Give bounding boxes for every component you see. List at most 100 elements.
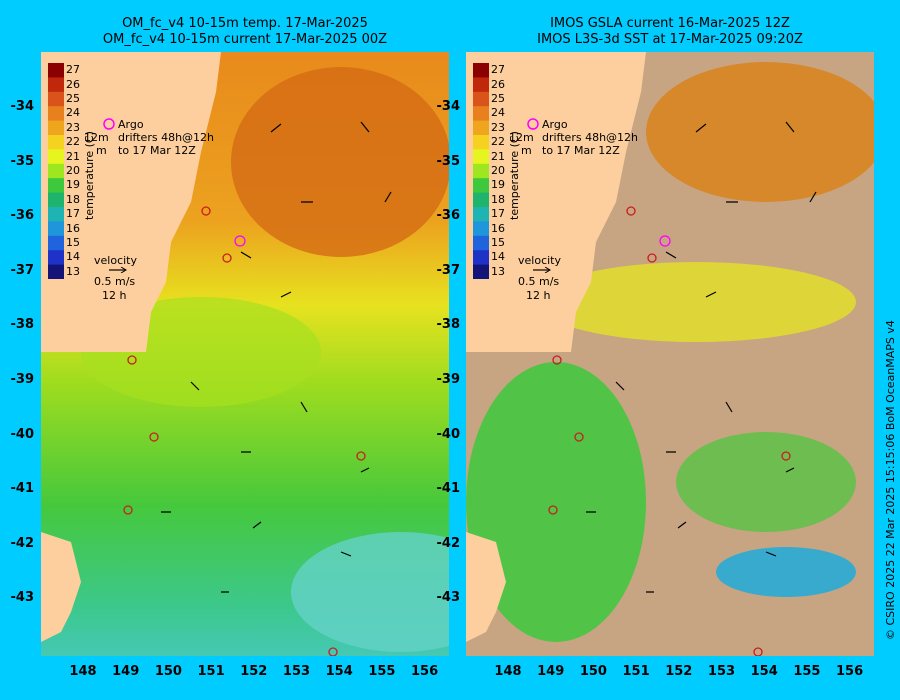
left-legend-duration: 12 h [102, 289, 127, 302]
colorbar-tick-label: 13 [491, 264, 505, 278]
colorbar-swatch [48, 63, 64, 78]
right-land-tasmania [466, 532, 506, 642]
colorbar-tick-label: 17 [491, 207, 505, 221]
right-cool-patch [716, 547, 856, 597]
right-legend-drifters: drifters 48h@12h [542, 131, 639, 144]
colorbar-swatch [48, 207, 64, 222]
left-title-line2: OM_fc_v4 10-15m current 17-Mar-2025 00Z [102, 32, 388, 47]
colorbar-swatch [48, 106, 64, 122]
right-land-mainland [466, 52, 646, 352]
left-colorbar-label: temperature (C) [83, 131, 96, 220]
left-legend-argo-icon [103, 118, 115, 130]
x-tick-label: 152 [240, 664, 268, 679]
colorbar-swatch [48, 221, 64, 237]
colorbar-swatch [473, 207, 489, 222]
left-cool-patch [291, 532, 449, 652]
left-land-mainland [41, 52, 221, 352]
colorbar-tick-label: 17 [66, 207, 80, 221]
right-legend-speed: 0.5 m/s [518, 275, 560, 288]
colorbar-swatch [48, 149, 64, 165]
y-tick-label: -41 [436, 481, 461, 497]
colorbar-tick-label: 22 [66, 135, 80, 149]
y-tick-label: -39 [10, 372, 35, 387]
left-warm-eddy [231, 67, 449, 257]
colorbar-tick-label: 23 [66, 120, 80, 134]
y-tick-label: -38 [10, 317, 35, 333]
colorbar-swatch [48, 135, 64, 150]
x-tick-label: 153 [282, 664, 311, 679]
colorbar-tick-label: 25 [491, 92, 505, 105]
y-tick-label: -40 [10, 426, 35, 442]
colorbar-swatch [473, 264, 489, 279]
colorbar-swatch [48, 250, 64, 266]
colorbar-tick-label: 19 [491, 178, 505, 192]
colorbar-swatch [473, 106, 489, 122]
right-legend-to-date: to 17 Mar 12Z [542, 144, 620, 157]
y-tick-label: -35 [10, 153, 35, 169]
colorbar-swatch [48, 163, 64, 179]
colorbar-tick-label: 19 [66, 178, 80, 192]
right-colorbar-label: temperature (C) [508, 131, 521, 220]
colorbar-swatch [473, 192, 489, 208]
right-legend-argo: Argo [542, 118, 568, 131]
right-title-line2: IMOS L3S-3d SST at 17-Mar-2025 09:20Z [537, 32, 803, 47]
colorbar-swatch [48, 178, 64, 194]
y-tick-label: -42 [436, 535, 461, 551]
colorbar-tick-label: 24 [66, 106, 80, 120]
left-current-arrows [161, 121, 392, 593]
y-tick-label: -36 [436, 208, 461, 224]
colorbar-tick-label: 14 [491, 250, 505, 264]
y-tick-label: -37 [436, 262, 461, 278]
colorbar-swatch [473, 235, 489, 251]
x-tick-label: 149 [537, 664, 565, 679]
x-tick-label: 148 [494, 664, 522, 679]
y-tick-label: -36 [10, 208, 35, 224]
left-land-tasmania [41, 532, 81, 642]
right-warm-eddy [646, 62, 874, 202]
left-argo-markers [123, 206, 366, 656]
right-legend-depth: 12m [509, 131, 534, 144]
right-yellow-band [536, 262, 856, 342]
colorbar-tick-label: 22 [491, 135, 505, 149]
y-tick-label: -38 [436, 317, 461, 333]
colorbar-tick-label: 14 [66, 250, 80, 264]
colorbar-swatch [473, 135, 489, 150]
left-panel-title: OM_fc_v4 10-15m temp. 17-Mar-2025 OM_fc_… [35, 16, 455, 48]
right-map [466, 52, 874, 656]
y-tick-label: -37 [10, 262, 35, 278]
colorbar-tick-label: 18 [491, 192, 505, 206]
right-colorbar [473, 63, 489, 279]
x-tick-label: 156 [411, 664, 439, 679]
colorbar-tick-label: 21 [491, 149, 505, 163]
left-legend-depth: 12m [84, 131, 109, 144]
colorbar-swatch [473, 149, 489, 165]
left-legend-speed: 0.5 m/s [94, 275, 136, 288]
left-legend-velocity-arrow [109, 267, 127, 273]
colorbar-swatch [48, 192, 64, 208]
colorbar-tick-label: 20 [66, 164, 80, 177]
colorbar-swatch [473, 178, 489, 194]
right-green-patch-west [466, 362, 646, 642]
x-tick-label: 153 [707, 664, 736, 679]
y-tick-label: -41 [10, 481, 35, 497]
colorbar-swatch [473, 63, 489, 78]
x-tick-label: 155 [368, 664, 396, 679]
x-tick-label: 149 [112, 664, 140, 679]
colorbar-tick-label: 20 [491, 164, 505, 177]
colorbar-tick-label: 26 [66, 77, 80, 91]
y-tick-label: -39 [436, 372, 461, 387]
y-tick-label: -40 [436, 426, 461, 442]
left-legend-argo: Argo [118, 118, 144, 131]
right-argo-markers [548, 206, 791, 656]
colorbar-tick-label: 21 [66, 149, 80, 163]
y-tick-label: -34 [10, 99, 35, 114]
colorbar-swatch [473, 120, 489, 136]
left-title-line1: OM_fc_v4 10-15m temp. 17-Mar-2025 [122, 16, 368, 31]
left-map [41, 52, 449, 656]
colorbar-tick-label: 13 [66, 264, 80, 278]
left-legend-m: m [96, 144, 107, 157]
right-legend-argo-icon [527, 118, 539, 130]
x-tick-label: 151 [622, 664, 650, 679]
colorbar-tick-label: 23 [491, 120, 505, 134]
x-tick-label: 156 [836, 664, 864, 679]
